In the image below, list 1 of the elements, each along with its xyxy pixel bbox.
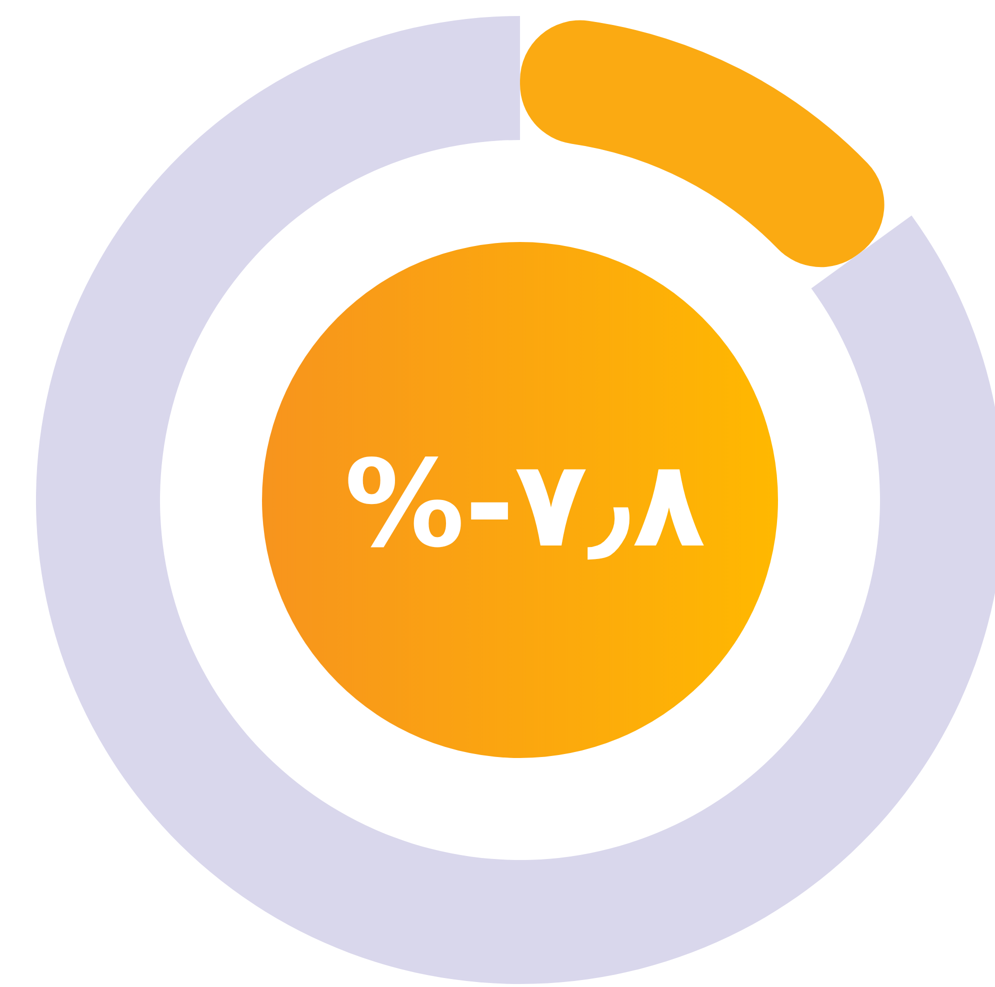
text: %-۷٫۸	[344, 436, 706, 574]
